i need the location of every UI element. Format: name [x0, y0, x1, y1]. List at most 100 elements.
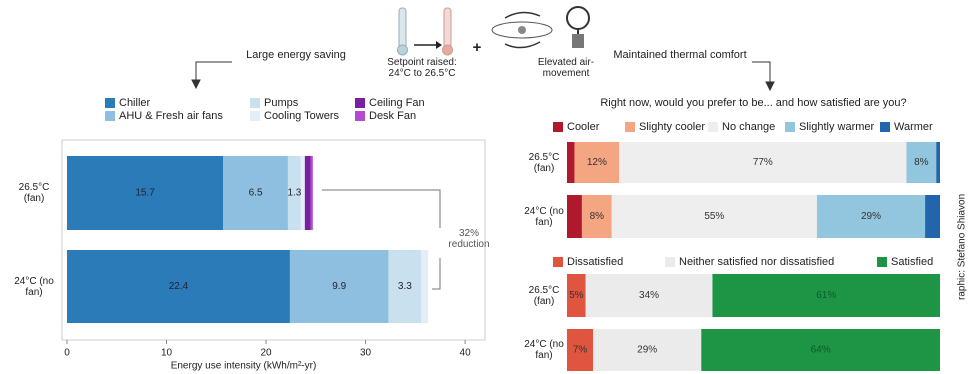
legend-label: Chiller: [119, 97, 151, 109]
bar-segment: [310, 156, 313, 230]
bar-segment: [701, 329, 940, 371]
category-label: 24°C (no fan): [14, 275, 54, 298]
legend-swatch: [665, 257, 675, 267]
x-tick-label: 30: [360, 348, 372, 359]
value-label: 64%: [811, 345, 831, 356]
bar-segment: [66, 156, 224, 230]
legend-swatch: [355, 98, 365, 108]
legend-swatch: [250, 111, 260, 121]
chart-title: Right now, would you prefer to be... and…: [600, 97, 906, 109]
value-label: 15.7: [135, 188, 155, 199]
bar-segment: [611, 195, 817, 238]
x-tick-label: 0: [64, 348, 70, 359]
legend-label: Slighty cooler: [639, 121, 705, 133]
bar-segment: [289, 250, 389, 323]
bar-segment: [567, 195, 582, 238]
legend-swatch: [877, 257, 887, 267]
legend-swatch: [625, 122, 635, 132]
bar-segment: [287, 156, 301, 230]
value-label: 6.5: [249, 188, 263, 199]
legend-swatch: [553, 122, 563, 132]
credit: raphic: Stefano Shiavon: [957, 194, 968, 300]
bar-segment: [925, 195, 940, 238]
bar-segment: [619, 142, 907, 183]
legend-label: Cooler: [567, 121, 600, 133]
bar-segment: [581, 195, 612, 238]
value-label: 29%: [861, 211, 881, 222]
legend-label: Cooling Towers: [264, 110, 340, 122]
legend-label: No change: [722, 121, 775, 133]
value-label: 7%: [573, 345, 588, 356]
x-tick-label: 20: [260, 348, 272, 359]
value-label: 3.3: [398, 281, 412, 292]
value-label: 22.4: [169, 281, 189, 292]
bar-segment: [304, 156, 311, 230]
bar-segment: [66, 250, 290, 323]
x-tick-label: 40: [460, 348, 472, 359]
bar-segment: [388, 250, 422, 323]
legend-swatch: [880, 122, 890, 132]
desk-fan-icon: [566, 6, 590, 48]
legend-swatch: [553, 257, 563, 267]
category-label: 26.5°C (fan): [528, 284, 560, 307]
bar-segment: [936, 142, 940, 183]
plot-frame: [61, 139, 486, 341]
bar-segment: [567, 329, 594, 371]
header-arrows: [191, 61, 775, 92]
legend-label: Dissatisfied: [567, 256, 623, 268]
setpoint-label: Setpoint raised: 24°C to 26.5°C: [387, 57, 457, 79]
value-label: 77%: [753, 157, 773, 168]
legend-swatch: [105, 98, 115, 108]
bar-segment: [906, 142, 937, 183]
bar-segment: [223, 156, 288, 230]
value-label: 61%: [816, 290, 836, 301]
x-tick-label: 10: [161, 348, 173, 359]
legend-label: Pumps: [264, 97, 299, 109]
legend-swatch: [250, 98, 260, 108]
right-label: Maintained thermal comfort: [613, 49, 746, 61]
category-label: 26.5°C (fan): [528, 151, 560, 174]
bar-segment: [585, 274, 713, 317]
bar-segment: [300, 156, 305, 230]
air-label: Elevated air-movement: [537, 57, 595, 79]
bar-segment: [421, 250, 429, 323]
thermometer-icons: [397, 7, 453, 56]
fan-icon: [491, 11, 553, 49]
value-label: 9.9: [332, 281, 346, 292]
legend-label: Neither satisfied nor dissatisfied: [679, 256, 834, 268]
legend-label: Desk Fan: [369, 110, 416, 122]
value-label: 34%: [639, 290, 659, 301]
reduction-bracket: [322, 189, 441, 290]
value-label: 8%: [914, 157, 929, 168]
category-label: 26.5°C (fan): [18, 182, 50, 204]
bar-segment: [712, 274, 940, 317]
value-label: 29%: [637, 345, 657, 356]
legend-swatch: [708, 122, 718, 132]
plus-sign: +: [473, 39, 482, 56]
bar-segment: [593, 329, 702, 371]
legend-label: AHU & Fresh air fans: [119, 110, 223, 122]
legend-swatch: [105, 111, 115, 121]
bar-segment: [567, 142, 575, 183]
bar-segment: [567, 274, 586, 317]
category-label: 24°C (no fan): [524, 205, 564, 228]
value-label: 12%: [587, 157, 607, 168]
left-label: Large energy saving: [246, 49, 346, 61]
bar-segment: [574, 142, 620, 183]
category-label: 24°C (no fan): [524, 339, 564, 361]
legend-label: Ceiling Fan: [369, 97, 425, 109]
legend-label: Warmer: [894, 121, 933, 133]
legend-label: Satisfied: [891, 256, 933, 268]
value-label: 55%: [704, 211, 724, 222]
value-label: 8%: [590, 211, 605, 222]
legend-swatch: [785, 122, 795, 132]
value-label: 5%: [569, 290, 584, 301]
bar-segment: [816, 195, 926, 238]
x-axis-label: Energy use intensity (kWh/m²-yr): [171, 361, 317, 372]
legend-swatch: [355, 111, 365, 121]
legend-label: Slightly warmer: [799, 121, 875, 133]
reduction-label: 32% reduction: [448, 228, 490, 250]
value-label: 1.3: [287, 188, 301, 199]
